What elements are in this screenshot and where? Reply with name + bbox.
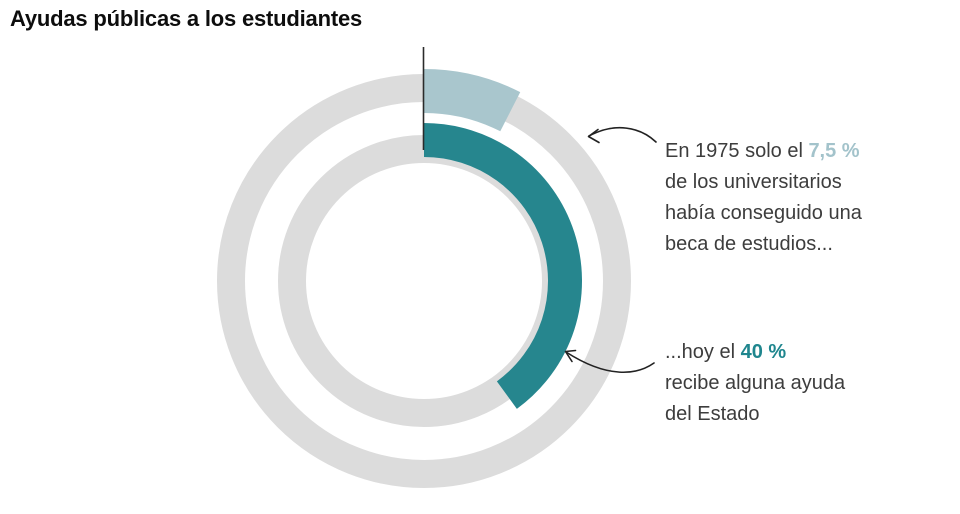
annotation-hoy-value: 40 % [740,341,787,363]
annotation-1975-line3: había conseguido una [665,202,862,224]
annotation-1975-line1: En 1975 solo el 7,5 % [665,136,862,167]
annotation-1975-line4: beca de estudios... [665,233,833,255]
annotation-1975: En 1975 solo el 7,5 % de los universitar… [665,136,862,260]
page-title: Ayudas públicas a los estudiantes [10,6,363,31]
annotation-hoy-text: ...hoy el [665,341,741,363]
arrow-to-hoy-arc-icon [564,349,655,374]
annotation-hoy-line1: ...hoy el 40 % [665,337,845,368]
annotation-1975-text: En 1975 solo el [665,140,809,162]
arrow-to-1975-arc-icon [587,127,657,144]
annotation-hoy-line3: del Estado [665,403,760,425]
annotation-hoy-line2: recibe alguna ayuda [665,372,846,394]
annotation-1975-value: 7,5 % [808,140,860,162]
arc-1975 [423,69,521,132]
annotation-1975-line2: de los universitarios [665,171,842,193]
arc-hoy [423,123,582,409]
annotation-hoy: ...hoy el 40 % recibe alguna ayuda del E… [665,337,845,430]
